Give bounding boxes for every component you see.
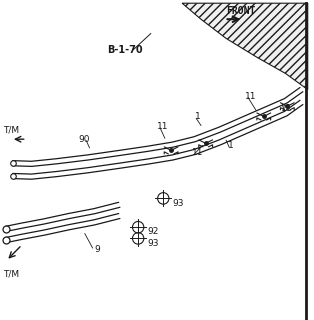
Text: 9: 9 (94, 245, 100, 254)
Text: FRONT: FRONT (226, 6, 256, 16)
Text: 93: 93 (148, 239, 159, 248)
Text: B-1-70: B-1-70 (107, 44, 142, 55)
Text: 11: 11 (245, 92, 257, 100)
Text: T/M: T/M (3, 269, 19, 278)
Text: 11: 11 (192, 148, 203, 156)
Text: 90: 90 (78, 135, 90, 144)
Text: T/M: T/M (3, 125, 19, 134)
Polygon shape (182, 3, 308, 90)
Text: 11: 11 (281, 104, 293, 113)
Text: 92: 92 (148, 228, 159, 236)
Text: 1: 1 (228, 141, 233, 150)
Text: 93: 93 (173, 199, 184, 208)
Text: 11: 11 (157, 122, 169, 131)
Text: 1: 1 (195, 112, 200, 121)
